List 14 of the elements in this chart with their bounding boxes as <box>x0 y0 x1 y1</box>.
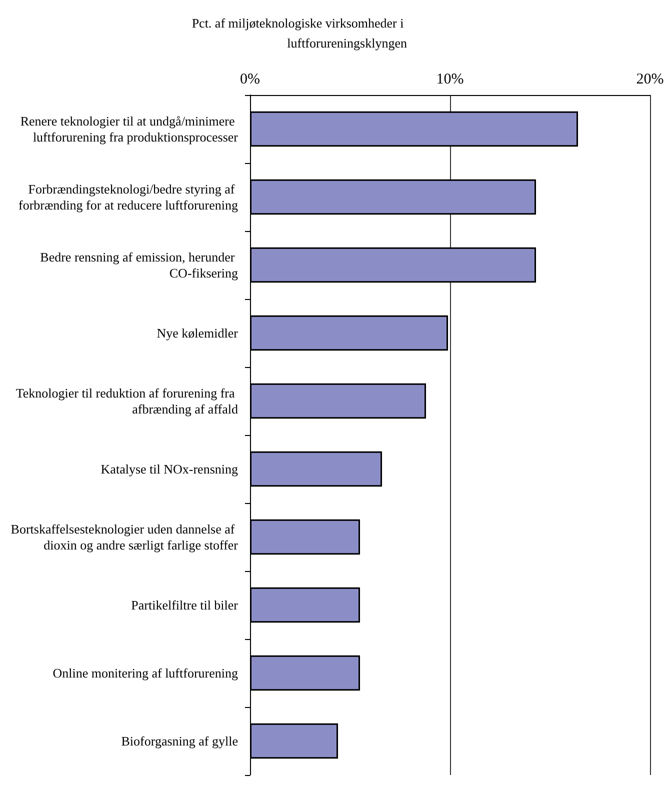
y-tick-label: Partikelfiltre til biler <box>131 598 239 612</box>
y-tick-label: Renere teknologier til at undgå/minimere luftforurening fra produktionsprocesser <box>20 114 239 144</box>
y-tick-label: Bortskaffelsesteknologier uden dannelse af dioxin og andre særligt farlige stoffer <box>10 522 239 552</box>
x-axis-title: Pct. af miljøteknologiske virksomheder i luftforureningsklyngen <box>192 16 408 50</box>
x-tick-label: 0% <box>240 72 260 88</box>
x-tick-label: 10% <box>436 72 464 88</box>
x-tick-label: 20% <box>636 72 664 88</box>
y-tick-label: Forbrændingsteknologi/bedre styring af forbrænding for at reducere luftforurening <box>18 182 238 212</box>
y-tick-label: Online monitering af luftforurening <box>52 666 238 680</box>
y-tick-label: Bedre rensning af emission, herunder CO-fiksering <box>40 250 238 280</box>
y-tick-label: Katalyse til NOx-rensning <box>100 462 238 476</box>
y-tick-label: Teknologier til reduktion af forurening fra afbrænding af affald <box>16 386 238 416</box>
y-tick-label: Bioforgasning af gylle <box>121 734 238 748</box>
y-tick-label: Nye kølemidler <box>156 326 239 340</box>
